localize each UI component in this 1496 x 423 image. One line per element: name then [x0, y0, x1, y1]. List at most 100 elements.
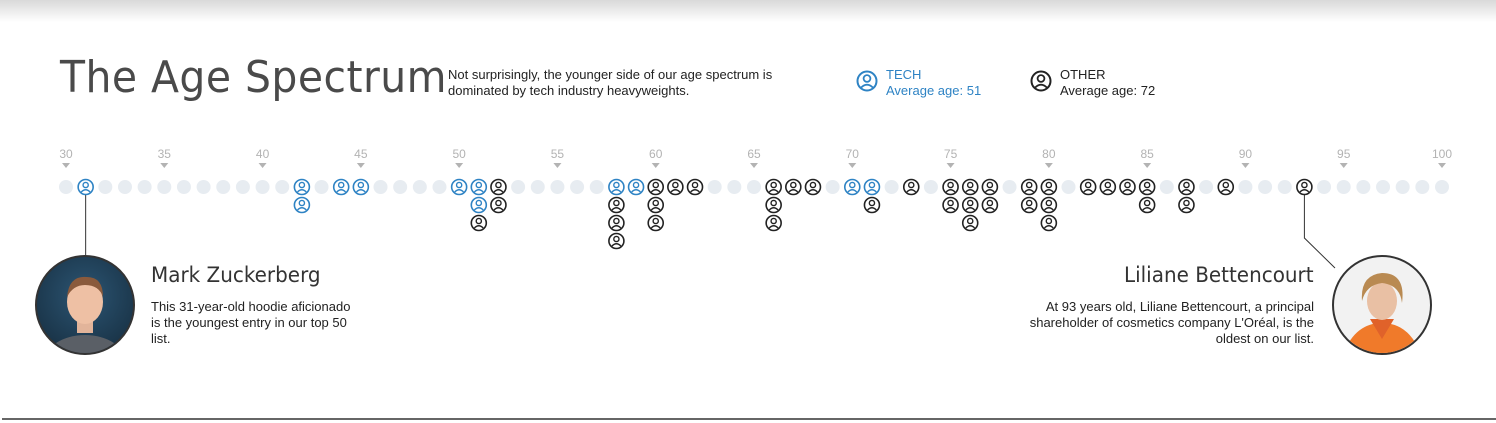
legend-tech-label: TECH	[886, 67, 922, 82]
page-subtitle: Not surprisingly, the younger side of ou…	[448, 67, 773, 98]
top-shadow	[0, 0, 1496, 22]
legend-other-average: Average age: 72	[1060, 83, 1156, 98]
person-icon	[981, 196, 999, 214]
tick-marker	[356, 163, 365, 168]
person-icon	[765, 196, 782, 214]
person-icon	[686, 178, 704, 196]
person-icon	[765, 214, 782, 232]
tick-label: 85	[1140, 147, 1154, 161]
empty-age-dot	[393, 180, 408, 194]
person-icon	[647, 178, 665, 196]
person-icon	[1079, 178, 1097, 196]
person-icon	[490, 178, 507, 196]
tick-marker	[1438, 163, 1446, 168]
person-circle-icon	[1030, 70, 1052, 92]
legend-tech-average: Average age: 51	[886, 83, 982, 98]
tick-label: 50	[452, 147, 466, 161]
empty-age-dot	[1317, 180, 1332, 194]
empty-age-dot	[137, 180, 152, 194]
empty-age-dot	[1159, 180, 1174, 194]
empty-age-dot	[923, 180, 938, 194]
person-icon	[608, 214, 625, 232]
empty-age-dot	[1336, 180, 1351, 194]
tick-label: 60	[649, 147, 663, 161]
person-icon	[647, 196, 665, 214]
tick-marker	[553, 163, 562, 168]
person-icon	[1040, 214, 1058, 232]
person-icon	[942, 178, 959, 196]
person-icon	[863, 196, 881, 214]
empty-age-dot	[747, 180, 761, 194]
empty-age-dot	[1415, 180, 1430, 194]
person-icon	[1296, 178, 1313, 196]
empty-age-dot	[412, 180, 427, 194]
person-icon	[293, 196, 311, 214]
tick-marker	[1339, 163, 1348, 168]
person-icon	[470, 196, 488, 214]
empty-age-dot	[511, 180, 526, 194]
photo-mark-zuckerberg	[35, 255, 135, 355]
empty-age-dot	[1277, 180, 1292, 194]
person-icon	[1138, 196, 1156, 214]
person-circle-icon	[856, 70, 878, 92]
empty-age-dot	[176, 180, 191, 194]
person-icon	[332, 178, 350, 196]
tick-marker	[160, 163, 169, 168]
tick-label: 100	[1432, 147, 1452, 161]
empty-age-dot	[1258, 180, 1273, 194]
empty-age-dot	[255, 180, 270, 194]
person-icon	[293, 178, 311, 196]
empty-age-dot	[570, 180, 585, 194]
empty-age-dot	[1356, 180, 1371, 194]
person-icon	[961, 214, 979, 232]
empty-age-dot	[275, 180, 290, 194]
empty-age-dot	[1435, 180, 1449, 194]
person-icon	[1178, 178, 1195, 196]
person-icon	[1178, 196, 1195, 214]
tick-label: 95	[1337, 147, 1351, 161]
tick-marker	[455, 163, 464, 168]
legend-other-label: OTHER	[1060, 67, 1106, 82]
empty-age-dot	[530, 180, 545, 194]
empty-age-dot	[235, 180, 250, 194]
empty-age-dot	[1199, 180, 1214, 194]
tick-marker	[1044, 163, 1053, 168]
person-icon	[863, 178, 881, 196]
empty-age-dot	[825, 180, 840, 194]
empty-age-dot	[1002, 180, 1017, 194]
tick-marker	[750, 163, 758, 168]
person-icon	[1119, 178, 1136, 196]
tick-marker	[1143, 163, 1152, 168]
person-icon	[608, 196, 625, 214]
person-icon	[667, 178, 684, 196]
empty-age-dot	[98, 180, 113, 194]
empty-age-dot	[1061, 180, 1076, 194]
person-icon	[1138, 178, 1156, 196]
tick-label: 90	[1239, 147, 1253, 161]
person-icon	[981, 178, 999, 196]
tick-label: 35	[158, 147, 172, 161]
tick-marker	[1241, 163, 1250, 168]
empty-age-dot	[314, 180, 329, 194]
youngest-description: This 31-year-old hoodie aficionado is th…	[151, 299, 351, 346]
empty-age-dot	[1395, 180, 1410, 194]
empty-age-dot	[884, 180, 899, 194]
oldest-description: At 93 years old, Liliane Bettencourt, a …	[1029, 299, 1314, 346]
empty-age-dot	[727, 180, 742, 194]
tick-label: 70	[846, 147, 860, 161]
person-icon	[77, 178, 94, 196]
person-icon	[961, 196, 979, 214]
empty-age-dot	[589, 180, 604, 194]
empty-age-dot	[196, 180, 211, 194]
empty-age-dot	[59, 180, 73, 194]
person-icon	[1099, 178, 1117, 196]
oldest-connector	[1303, 195, 1336, 269]
tick-label: 40	[256, 147, 270, 161]
tick-label: 30	[59, 147, 73, 161]
empty-age-dot	[216, 180, 231, 194]
person-icon	[902, 178, 920, 196]
tick-label: 65	[747, 147, 761, 161]
person-icon	[1217, 178, 1235, 196]
person-icon	[785, 178, 802, 196]
tick-marker	[848, 163, 857, 168]
